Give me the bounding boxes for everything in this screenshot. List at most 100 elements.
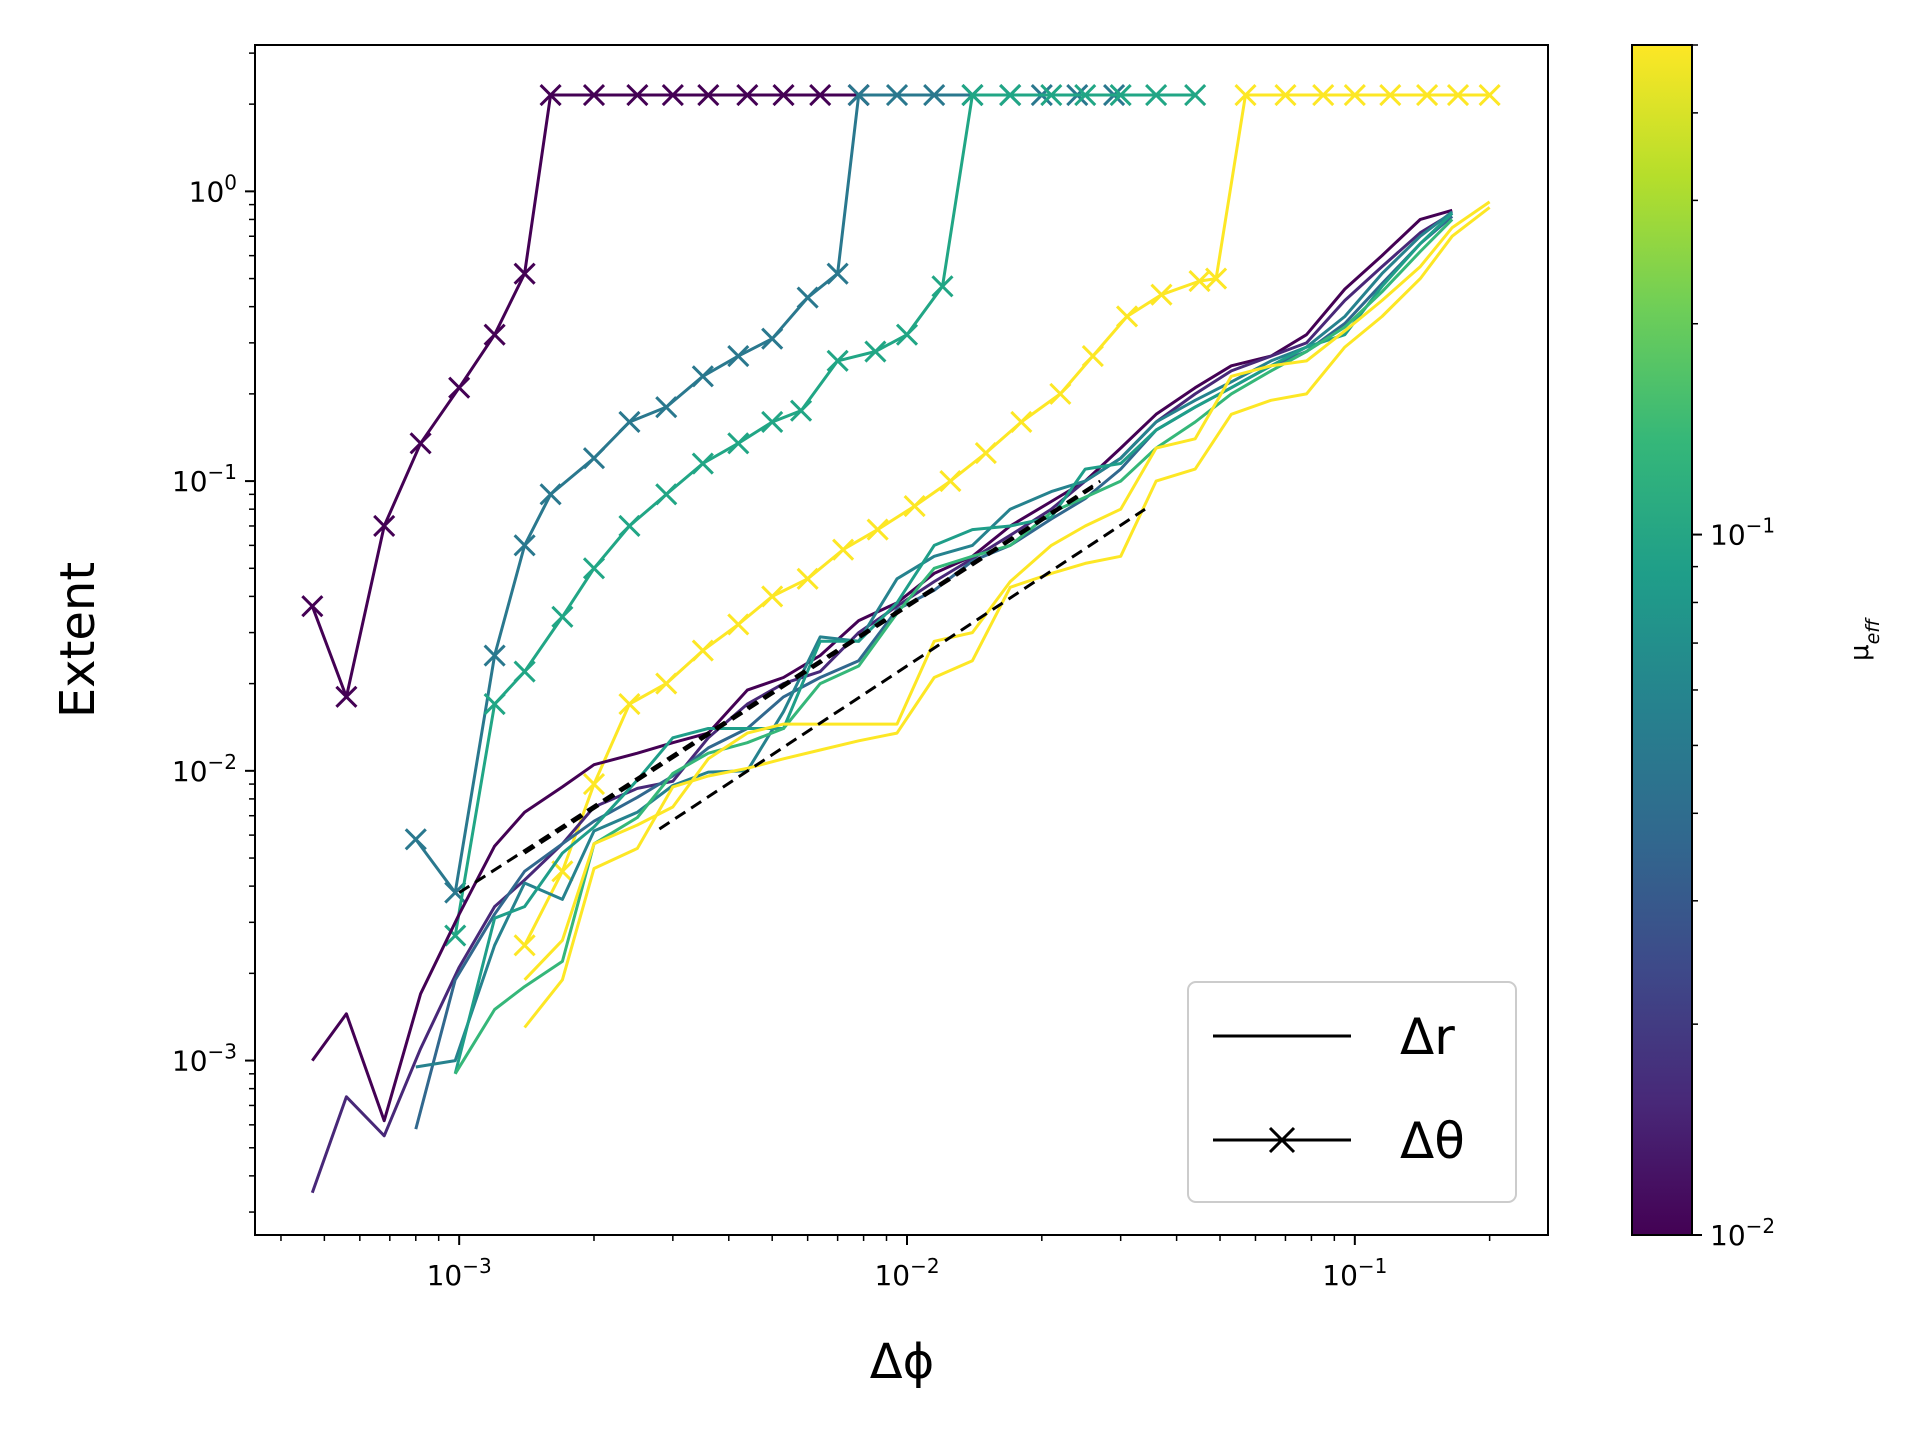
legend-x-marker: [1268, 1126, 1296, 1154]
x-marker: [864, 340, 887, 363]
x-marker: [404, 828, 427, 851]
x-marker: [582, 773, 606, 796]
series-line-9: [453, 218, 1454, 1075]
y-tick-label: 10−2: [172, 750, 237, 788]
series-line-14: [658, 507, 1146, 831]
x-marker: [618, 514, 641, 538]
x-marker: [866, 518, 889, 541]
x-marker: [1274, 83, 1297, 107]
series-markers-2: [444, 83, 1207, 947]
x-marker: [931, 275, 954, 298]
legend-box: [1187, 981, 1517, 1203]
colorbar-tick-label: 10−1: [1710, 514, 1775, 552]
x-marker: [826, 349, 849, 372]
y-tick-label: 10−1: [172, 460, 237, 498]
x-marker: [582, 447, 606, 470]
series-markers-0: [301, 83, 870, 708]
series-line-12: [458, 479, 1102, 894]
x-marker: [772, 83, 795, 107]
x-marker: [727, 432, 750, 455]
x-marker: [301, 595, 324, 618]
x-marker: [789, 399, 813, 422]
x-axis-label: Δϕ: [870, 1334, 935, 1390]
x-marker: [761, 585, 784, 608]
x-marker: [539, 83, 562, 107]
x-marker: [1205, 267, 1228, 290]
x-marker: [582, 83, 606, 107]
series-line-7: [415, 210, 1454, 1069]
x-marker: [513, 934, 536, 957]
x-marker: [1478, 83, 1501, 107]
x-marker: [626, 83, 649, 107]
series-line-0: [310, 93, 859, 699]
x-marker: [1343, 83, 1366, 107]
series-markers-3: [513, 83, 1501, 957]
x-marker: [761, 410, 784, 434]
x-marker: [618, 410, 641, 434]
x-marker: [691, 452, 714, 475]
x-marker: [448, 376, 471, 399]
series-line-2: [453, 93, 1196, 936]
x-marker: [939, 470, 962, 493]
x-marker: [335, 685, 358, 708]
x-marker: [691, 365, 714, 388]
x-marker: [444, 924, 467, 947]
x-marker: [832, 538, 855, 561]
x-marker: [826, 262, 849, 285]
x-tick-label: 10−3: [427, 1254, 492, 1292]
y-axis: 10−3 10−2 10−1 100: [172, 52, 255, 1213]
x-marker: [483, 323, 506, 346]
x-marker: [582, 557, 606, 580]
x-marker: [551, 605, 574, 628]
x-marker: [1115, 305, 1139, 328]
x-tick-label: 10−1: [1322, 1254, 1387, 1292]
colorbar-tick-label: 10−2: [1710, 1214, 1775, 1252]
colorbar-ticks: 10−2 10−1: [1692, 44, 1775, 1252]
x-marker: [539, 483, 562, 506]
x-marker: [999, 83, 1022, 107]
x-marker: [655, 672, 678, 695]
x-marker: [1145, 83, 1168, 107]
x-marker: [1416, 83, 1439, 107]
x-marker: [697, 83, 720, 107]
x-marker: [483, 644, 506, 667]
x-marker: [409, 432, 432, 455]
y-tick-label: 10−3: [172, 1040, 237, 1078]
series-layer: [301, 83, 1501, 1194]
series-line-11: [523, 200, 1491, 981]
x-marker: [923, 83, 946, 107]
colorbar-frame: [1631, 44, 1693, 1236]
x-marker: [618, 692, 641, 716]
x-marker: [809, 83, 832, 107]
x-axis: 10−3 10−2 10−1: [280, 1235, 1491, 1292]
colorbar-gradient: [1632, 45, 1692, 1235]
x-marker: [1074, 83, 1097, 107]
plot-frame: [254, 44, 1549, 1236]
x-marker: [1446, 83, 1470, 107]
x-marker: [691, 639, 714, 662]
x-marker: [661, 83, 684, 107]
legend-label-delta-theta: Δθ: [1400, 1112, 1465, 1170]
series-line-5: [310, 212, 1453, 1194]
x-marker: [483, 692, 506, 716]
x-marker: [796, 286, 819, 309]
y-tick-label: 100: [189, 170, 237, 208]
x-marker: [727, 345, 750, 368]
colorbar-label: μeff: [1845, 617, 1884, 661]
x-marker: [513, 534, 536, 557]
x-marker: [1184, 83, 1207, 107]
x-marker: [974, 441, 997, 465]
x-marker: [961, 83, 984, 107]
colorbar: 10−2 10−1 μeff: [1631, 44, 1884, 1252]
y-axis-label: Extent: [50, 562, 106, 718]
x-marker: [885, 83, 909, 107]
x-marker: [1150, 283, 1173, 306]
x-marker: [1049, 382, 1072, 405]
series-line-10: [523, 206, 1491, 1029]
x-marker: [655, 483, 678, 506]
x-marker: [847, 83, 870, 107]
legend: Δr Δθ: [1187, 981, 1517, 1203]
legend-label-delta-r: Δr: [1400, 1008, 1455, 1066]
x-marker: [1379, 83, 1402, 107]
